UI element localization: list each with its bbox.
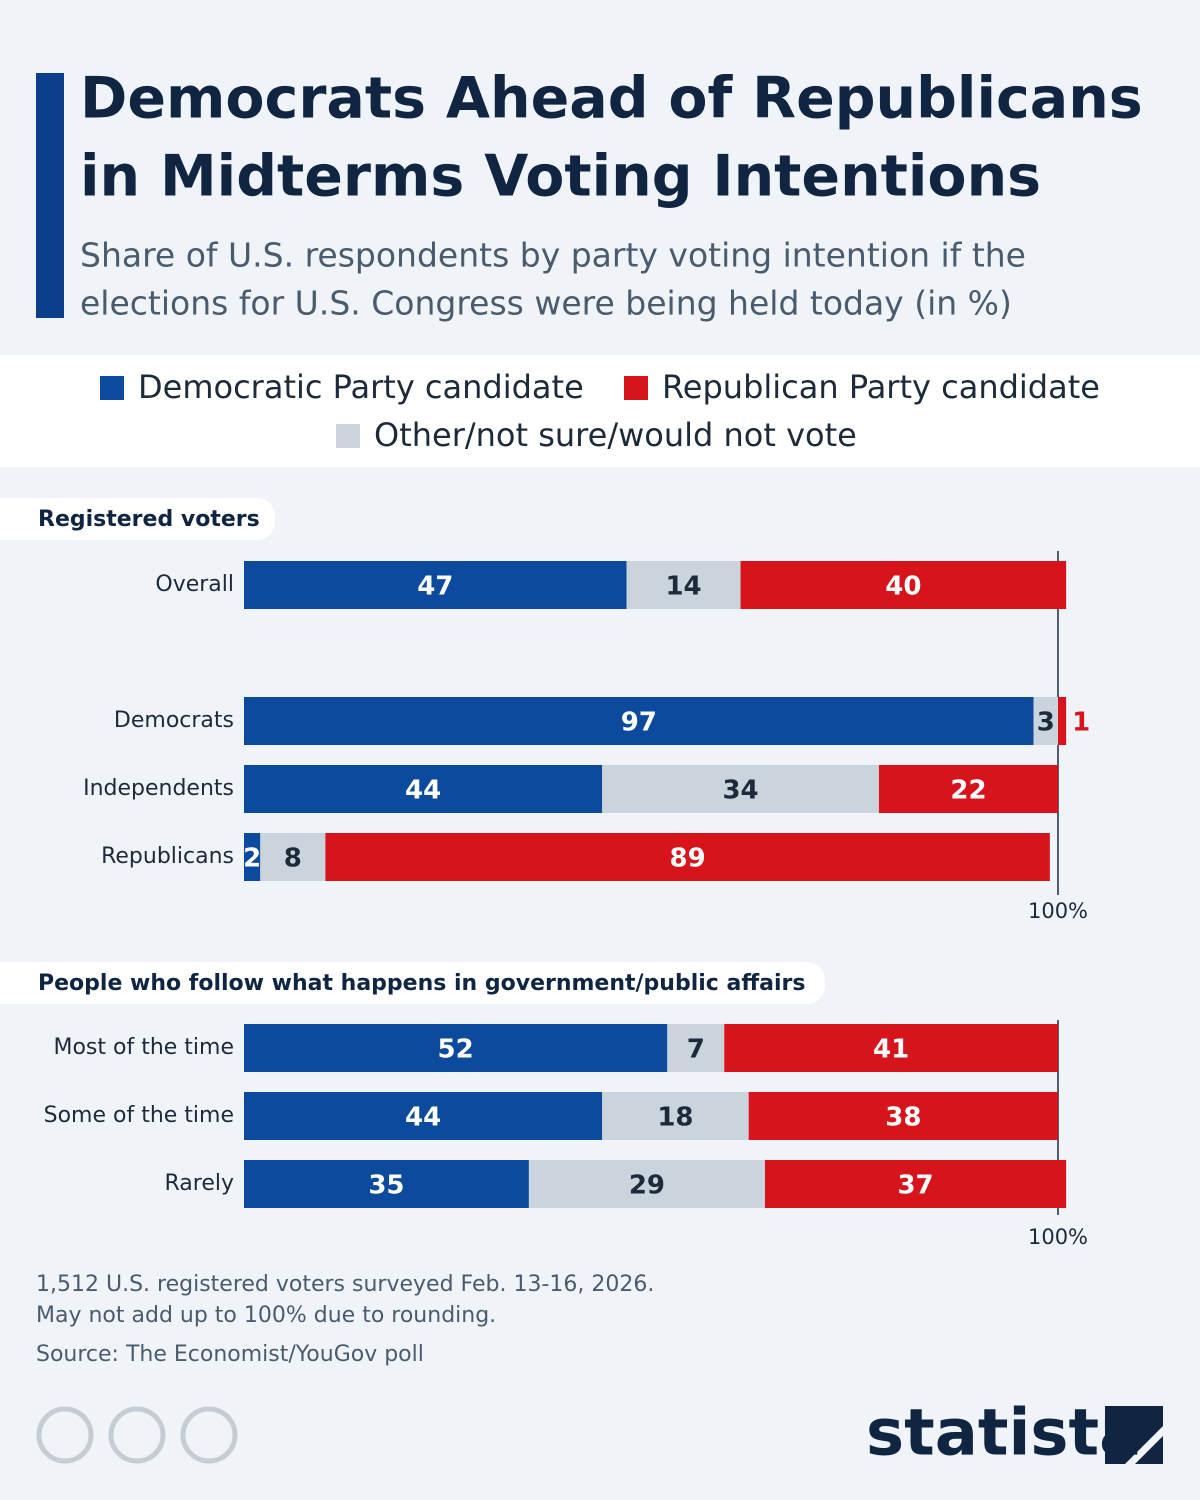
value-label: 97 [621,708,657,738]
note: May not add up to 100% due to rounding. [36,1303,496,1328]
bar-segment [325,833,1050,881]
bar-segment [244,1024,668,1072]
legend-swatch [624,376,648,400]
category-label: Overall [155,572,234,597]
note: 1,512 U.S. registered voters surveyed Fe… [36,1272,654,1297]
category-label: Democrats [114,708,234,733]
category-label: Independents [83,776,234,801]
bar-segment [602,765,879,813]
chart-title: in Midterms Voting Intentions [80,144,1041,210]
legend-label: Other/not sure/would not vote [374,416,857,454]
value-label: 89 [670,844,706,874]
legend-band [0,355,1200,467]
bar-segment [1058,697,1067,745]
logo-icon [1105,1406,1163,1464]
value-label: 22 [950,776,986,806]
bar-segment [260,833,326,881]
category-label: Republicans [101,844,234,869]
bar-segment [626,561,741,609]
bar-segment [528,1160,765,1208]
panel-label: People who follow what happens in govern… [38,971,806,996]
value-label: 3 [1037,708,1055,738]
bar-segment [244,1092,603,1140]
value-label: 44 [405,1103,441,1133]
value-label: 37 [897,1171,933,1201]
value-label: 1 [1072,708,1090,738]
bar-segment [244,561,627,609]
value-label: 35 [368,1171,404,1201]
title-accent [36,73,64,318]
chart-subtitle: elections for U.S. Congress were being h… [80,284,1012,323]
value-label: 40 [885,572,921,602]
bar-segment [740,561,1067,609]
bar-segment [244,697,1034,745]
bar-segment [602,1092,749,1140]
bar-segment [764,1160,1067,1208]
legend-label: Republican Party candidate [662,368,1100,406]
bar-segment [1033,697,1058,745]
bar-segment [244,765,603,813]
category-label: Some of the time [44,1103,234,1128]
chart-subtitle: Share of U.S. respondents by party votin… [80,236,1026,275]
value-label: 29 [629,1171,665,1201]
value-label: 47 [417,572,453,602]
source: Source: The Economist/YouGov poll [36,1342,424,1367]
panel-label: Registered voters [38,507,260,532]
value-label: 14 [665,572,701,602]
panel-label-bg [0,962,825,1004]
value-label: 7 [687,1035,705,1065]
value-label: 8 [284,844,302,874]
legend-label: Democratic Party candidate [138,368,584,406]
x-tick-label: 100% [1028,1225,1088,1249]
logo: statista [866,1397,1142,1471]
value-label: 52 [438,1035,474,1065]
x-tick-label: 100% [1028,899,1088,923]
bar-segment [244,1160,529,1208]
value-label: 18 [657,1103,693,1133]
bar-segment [724,1024,1058,1072]
bar-segment [244,833,261,881]
license-icons [36,1406,238,1464]
bar-segment [667,1024,725,1072]
legend-swatch [100,376,124,400]
category-label: Rarely [164,1171,234,1196]
category-label: Most of the time [53,1035,234,1060]
value-label: 34 [722,776,758,806]
bar-segment [878,765,1058,813]
chart-title: Democrats Ahead of Republicans [80,66,1143,132]
legend-swatch [336,424,360,448]
value-label: 41 [873,1035,909,1065]
value-label: 44 [405,776,441,806]
value-label: 38 [885,1103,921,1133]
bar-segment [748,1092,1058,1140]
panel-label-bg [0,498,275,540]
value-label: 2 [243,844,261,874]
